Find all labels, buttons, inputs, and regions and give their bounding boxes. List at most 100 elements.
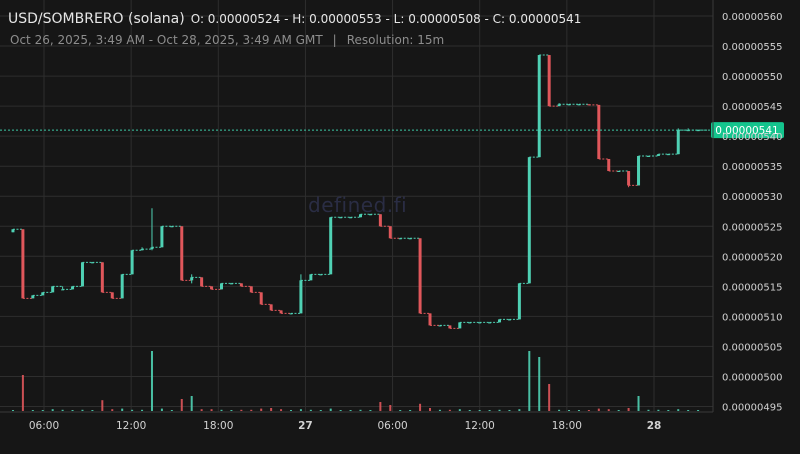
y-tick-label: 0.00000560: [722, 12, 782, 23]
volume-bar: [250, 409, 253, 411]
volume-bar: [31, 410, 34, 411]
candle-body: [160, 226, 164, 248]
volume-bar: [518, 409, 521, 411]
chart-subheader: Oct 26, 2025, 3:49 AM - Oct 28, 2025, 3:…: [10, 33, 444, 47]
candle-body: [51, 286, 55, 293]
candle-body: [249, 286, 253, 293]
volume-bar: [150, 351, 153, 411]
volume-bar: [389, 405, 392, 411]
candle-body: [448, 325, 452, 329]
y-tick-label: 0.00000525: [722, 222, 782, 233]
volume-bar: [448, 409, 451, 411]
volume-bar: [538, 357, 541, 411]
x-tick-label: 06:00: [377, 420, 407, 432]
candle-body: [428, 313, 432, 326]
y-tick-label: 0.00000530: [722, 192, 782, 203]
candle-body: [637, 155, 641, 186]
candle-body: [61, 289, 65, 291]
candle-body: [607, 158, 611, 171]
volume-bar: [409, 410, 412, 411]
volume-bar: [51, 409, 54, 411]
volume-bar: [170, 410, 173, 411]
candle-body: [140, 249, 144, 251]
candle-body: [269, 304, 273, 311]
volume-bar: [657, 409, 660, 411]
candle-body: [71, 286, 75, 290]
volume-bar: [577, 410, 580, 411]
volume-bar: [270, 408, 273, 411]
candle-body: [219, 283, 223, 290]
volume-bar: [260, 408, 263, 411]
watermark-logo: defined.fi: [308, 193, 408, 217]
current-price-label: 0.00000541: [715, 125, 778, 137]
current-price-line: 0.00000541: [0, 122, 784, 139]
candle-body: [498, 319, 502, 323]
x-tick-label: 06:00: [29, 420, 59, 432]
volume-bar: [220, 409, 223, 411]
volume-bar: [21, 375, 24, 411]
volume-bar: [458, 409, 461, 411]
volume-bar: [240, 409, 243, 411]
separator: |: [332, 33, 337, 47]
volume-bar: [111, 409, 114, 411]
volume-bar: [210, 409, 213, 411]
volume-bar: [438, 409, 441, 411]
chart-header: USD/SOMBRERO (solana) O: 0.00000524 - H: …: [8, 8, 581, 27]
candle-body: [388, 226, 392, 239]
volume-bar: [488, 410, 491, 411]
volume-bar: [280, 409, 283, 411]
candle-body: [627, 170, 631, 186]
volume-bar: [319, 410, 322, 411]
volume-bar: [61, 409, 64, 411]
candle-body: [150, 247, 154, 250]
volume-bar: [647, 409, 650, 411]
volume-bar: [349, 410, 352, 411]
resolution-label: Resolution: 15m: [346, 33, 445, 47]
volume-bar: [81, 409, 84, 411]
candle-body: [547, 55, 551, 107]
volume-bar: [587, 410, 590, 411]
volume-bar: [419, 403, 422, 411]
y-tick-label: 0.00000520: [722, 252, 782, 263]
candle-body: [190, 277, 194, 281]
x-axis: 06:00 12:00 18:00 27 06:00 12:00 18:00 28: [0, 411, 713, 432]
volume-bar: [429, 408, 432, 411]
volume-bar: [131, 409, 134, 411]
candle-body: [517, 283, 521, 320]
y-tick-label: 0.00000545: [722, 102, 782, 113]
volume-bar: [141, 409, 144, 411]
y-tick-label: 0.00000555: [722, 42, 782, 53]
y-tick-label: 0.00000535: [722, 162, 782, 173]
candle-body: [329, 217, 333, 275]
candle-body: [537, 55, 541, 158]
volume-bars: [11, 351, 700, 411]
volume-bar: [369, 410, 372, 411]
y-tick-label: 0.00000505: [722, 342, 782, 353]
current-price-tag: [711, 122, 784, 139]
x-tick-label: 18:00: [552, 420, 582, 432]
volume-bar: [697, 410, 700, 411]
volume-bar: [11, 410, 14, 411]
volume-bar: [568, 410, 571, 411]
candle-body: [210, 286, 214, 290]
volume-bar: [379, 402, 382, 411]
candle-body: [279, 310, 283, 314]
x-tick-label: 18:00: [203, 420, 233, 432]
y-tick-label: 0.00000540: [722, 132, 782, 143]
candle-body: [11, 229, 15, 233]
volume-bar: [91, 410, 94, 411]
volume-bar: [468, 410, 471, 411]
candle-body: [676, 130, 680, 155]
volume-bar: [160, 408, 163, 411]
y-axis: 0.00000560 0.00000555 0.00000550 0.00000545…: [712, 0, 782, 413]
candle-body: [200, 277, 204, 287]
x-tick-label: 27: [298, 420, 313, 432]
volume-bar: [498, 409, 501, 411]
volume-bar: [508, 410, 511, 411]
volume-bar: [121, 408, 124, 411]
candle-body: [180, 226, 184, 281]
ohlc-values: O: 0.00000524 - H: 0.00000553 - L: 0.000…: [190, 12, 582, 26]
candle-body: [130, 250, 134, 275]
